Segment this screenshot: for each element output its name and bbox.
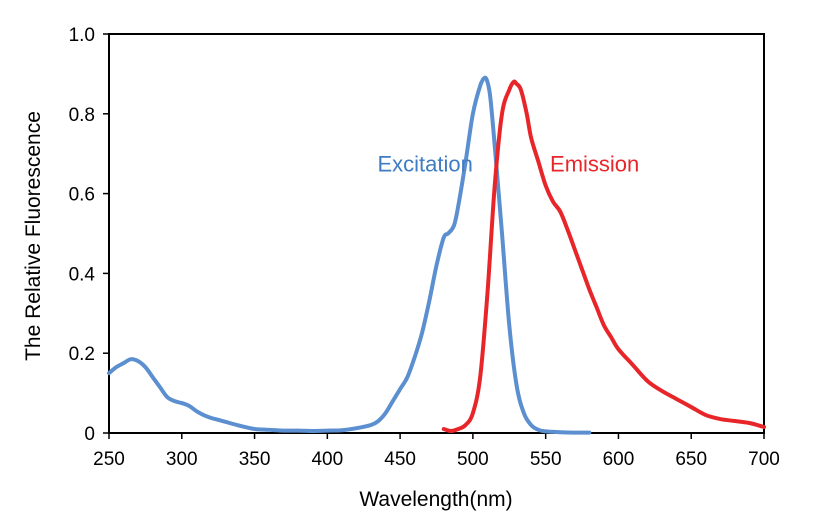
series-label-excitation: Excitation xyxy=(377,152,472,177)
x-tick-label: 500 xyxy=(457,449,489,470)
plot-frame xyxy=(108,33,765,434)
series-line-excitation xyxy=(107,75,592,435)
x-axis-title: Wavelength(nm) xyxy=(359,488,512,511)
x-tick-label: 450 xyxy=(384,449,416,470)
y-tick-label: 0.8 xyxy=(69,105,95,126)
x-tick-label: 350 xyxy=(239,449,271,470)
x-tick-label: 600 xyxy=(603,449,635,470)
y-axis-title: The Relative Fluorescence xyxy=(22,111,45,361)
y-axis-ticks: 0 0.2 0.4 0.6 0.8 1.0 xyxy=(69,25,109,445)
y-tick-label: 0.4 xyxy=(69,264,96,285)
series-labels: Excitation Emission xyxy=(377,152,639,177)
y-tick-label: 1.0 xyxy=(69,25,95,46)
x-tick-label: 650 xyxy=(675,449,707,470)
series-line-emission xyxy=(441,79,766,433)
y-tick-label: 0 xyxy=(84,424,95,445)
y-tick-label: 0.2 xyxy=(69,344,95,365)
series-layer xyxy=(107,75,766,435)
x-tick-label: 250 xyxy=(93,449,125,470)
series-label-emission: Emission xyxy=(550,152,639,177)
x-tick-label: 550 xyxy=(530,449,562,470)
x-tick-label: 700 xyxy=(748,449,780,470)
x-axis-ticks: 250 300 350 400 450 500 550 600 650 700 xyxy=(93,433,780,470)
y-tick-label: 0.6 xyxy=(69,185,95,206)
x-tick-label: 400 xyxy=(311,449,343,470)
x-tick-label: 300 xyxy=(166,449,198,470)
